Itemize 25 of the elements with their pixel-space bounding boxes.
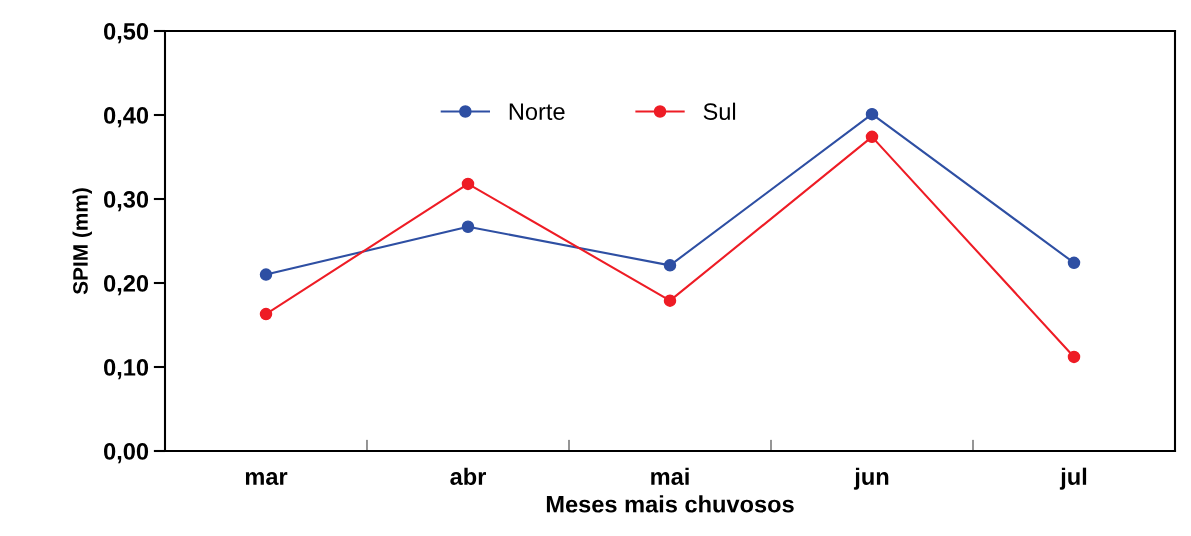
point	[865, 107, 879, 121]
x-tick-label: mai	[651, 467, 689, 486]
point	[663, 259, 677, 272]
y-tick-label: 0,00	[104, 443, 149, 464]
point	[663, 294, 677, 307]
x-tick-label: jun	[853, 467, 889, 490]
point	[461, 177, 475, 191]
point	[1067, 350, 1081, 364]
legend-label: Norte	[509, 103, 565, 120]
point	[461, 220, 475, 233]
x-tick-label: abr	[450, 467, 487, 486]
point	[865, 130, 879, 144]
y-tick-label: 0,30	[104, 191, 149, 212]
y-tick-label: 0,20	[104, 275, 149, 296]
x-tick-label: jul	[1059, 467, 1087, 490]
y-tick-label: 0,40	[104, 107, 149, 128]
x-axis-title: Meses mais chuvosos	[546, 495, 794, 513]
point	[1067, 256, 1081, 270]
point	[259, 268, 273, 281]
y-tick-label: 0,10	[104, 359, 149, 380]
y-axis-title: SPIM (mm)	[72, 188, 92, 295]
point	[259, 307, 273, 321]
legend-label: Sul	[703, 102, 736, 120]
x-tick-label: mar	[245, 472, 288, 486]
y-tick-label: 0,50	[104, 23, 149, 44]
